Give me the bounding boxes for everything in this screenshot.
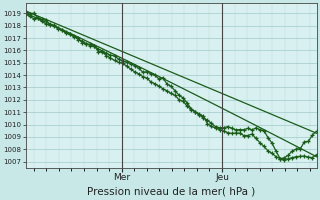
X-axis label: Pression niveau de la mer( hPa ): Pression niveau de la mer( hPa ) bbox=[87, 187, 255, 197]
